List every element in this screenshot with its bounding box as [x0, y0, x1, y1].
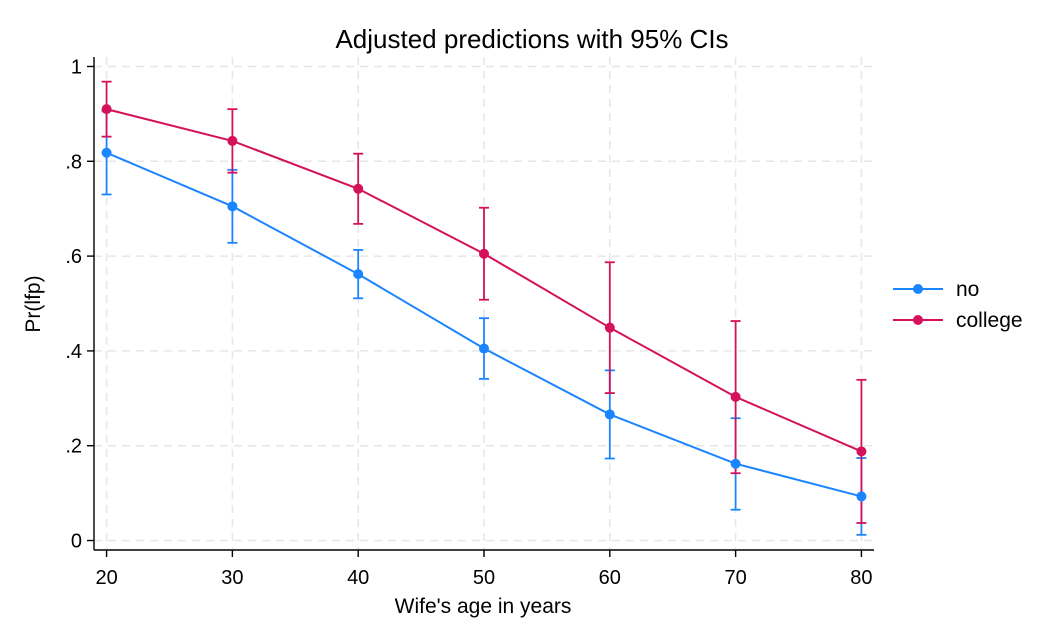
- legend-label-college: college: [956, 309, 1023, 332]
- x-tick-label: 50: [473, 567, 495, 589]
- x-axis-label: Wife's age in years: [395, 595, 572, 618]
- x-tick-label: 60: [599, 567, 621, 589]
- legend-marker-college: [913, 315, 923, 325]
- x-tick-label: 30: [221, 567, 243, 589]
- data-point-college: [101, 104, 112, 115]
- data-point-college: [353, 183, 364, 194]
- legend: no college: [893, 278, 1023, 332]
- data-point-no: [856, 491, 867, 502]
- y-tick-label: 1: [71, 56, 82, 78]
- data-point-no: [227, 201, 238, 212]
- data-point-college: [604, 322, 615, 333]
- data-point-no: [604, 409, 615, 420]
- data-point-no: [479, 343, 489, 354]
- x-tick-label: 80: [850, 567, 872, 589]
- data-point-no: [101, 147, 112, 158]
- data-point-college: [856, 446, 867, 457]
- data-point-no: [730, 458, 741, 469]
- y-tick-label: .4: [65, 341, 82, 363]
- y-tick-label: .8: [65, 151, 82, 173]
- y-tick-label: .6: [65, 246, 82, 268]
- x-tick-label: 40: [347, 567, 369, 589]
- data-point-college: [227, 135, 238, 146]
- ticks: 0 .2 .4 .6 .8 1 20 30 40 50 60 70 80: [65, 56, 872, 589]
- grid: [94, 57, 874, 550]
- data-points: [101, 104, 867, 502]
- x-tick-label: 20: [95, 567, 117, 589]
- y-axis-label: Pr(lfp): [22, 275, 45, 332]
- legend-marker-no: [913, 284, 923, 294]
- x-tick-label: 70: [724, 567, 746, 589]
- data-point-no: [353, 269, 364, 280]
- legend-label-no: no: [956, 278, 979, 301]
- y-tick-label: 0: [71, 531, 82, 553]
- data-point-college: [479, 248, 489, 259]
- y-tick-label: .2: [65, 436, 82, 458]
- data-point-college: [730, 391, 741, 402]
- chart-title: Adjusted predictions with 95% CIs: [335, 24, 728, 54]
